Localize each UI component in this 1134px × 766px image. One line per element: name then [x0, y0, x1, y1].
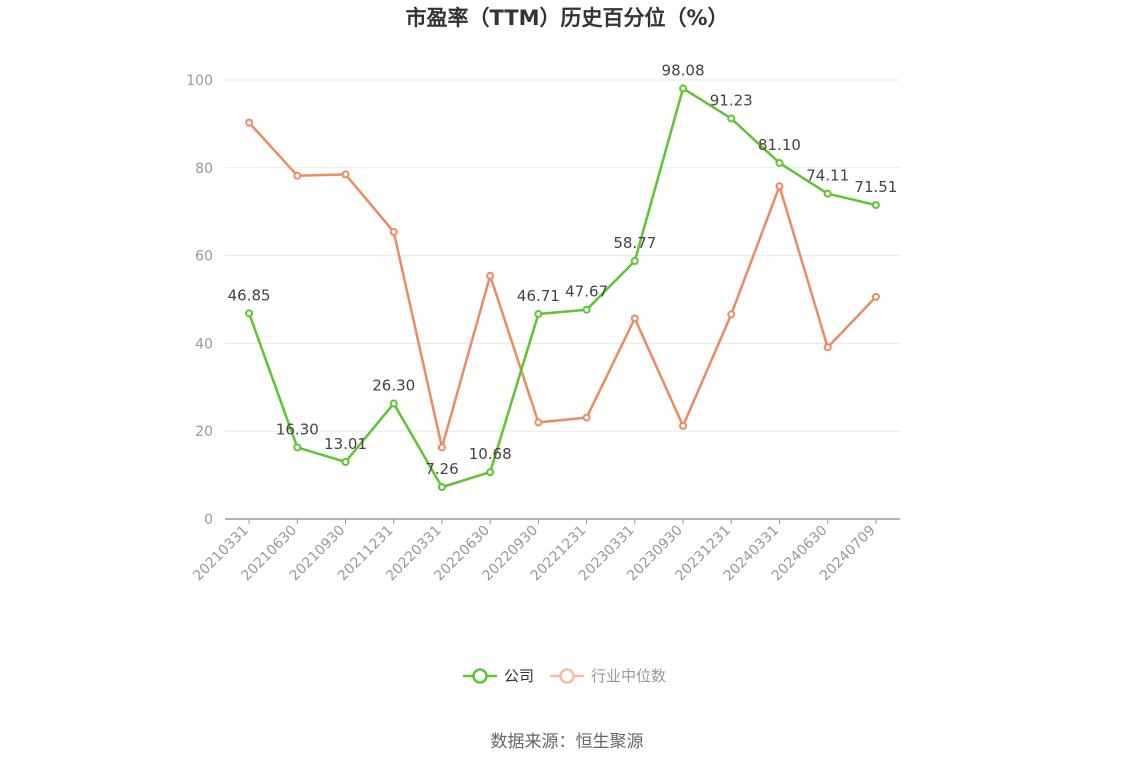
legend-item-1[interactable]: 行业中位数 — [550, 667, 666, 685]
legend-marker — [559, 668, 575, 684]
data-label: 10.68 — [469, 445, 512, 463]
series-group — [245, 84, 880, 492]
data-label: 46.71 — [517, 287, 560, 305]
data-point[interactable] — [679, 421, 688, 430]
data-label: 13.01 — [324, 435, 367, 453]
data-point[interactable] — [341, 170, 350, 179]
data-point[interactable] — [630, 314, 639, 323]
data-label: 71.51 — [854, 178, 897, 196]
data-point[interactable] — [823, 189, 832, 198]
legend-item-0[interactable]: 公司 — [463, 667, 534, 685]
data-label: 58.77 — [613, 234, 656, 252]
data-point[interactable] — [293, 171, 302, 180]
x-axis: 2021033120210630202109302021123120220331… — [190, 518, 900, 584]
data-point[interactable] — [534, 309, 543, 318]
data-point[interactable] — [582, 413, 591, 422]
y-axis-ticks: 0 20 40 60 80 100 — [186, 73, 213, 528]
y-tick-label: 20 — [195, 424, 213, 440]
y-tick-label: 0 — [204, 512, 213, 528]
data-point[interactable] — [679, 84, 688, 93]
legend[interactable]: 公司 行业中位数 — [463, 667, 666, 685]
data-label: 7.26 — [425, 460, 458, 478]
data-point[interactable] — [389, 227, 398, 236]
data-point[interactable] — [293, 443, 302, 452]
data-point[interactable] — [437, 443, 446, 452]
data-point[interactable] — [775, 158, 784, 167]
grid-lines — [225, 79, 900, 432]
data-label: 74.11 — [806, 167, 849, 185]
y-tick-label: 100 — [186, 73, 213, 89]
y-tick-label: 40 — [195, 336, 213, 352]
data-point[interactable] — [871, 201, 880, 210]
y-tick-label: 60 — [195, 249, 213, 265]
data-point[interactable] — [534, 418, 543, 427]
chart-title: 市盈率（TTM）历史百分位（%） — [405, 6, 728, 30]
source-note: 数据来源：恒生聚源 — [491, 732, 644, 752]
data-point[interactable] — [630, 256, 639, 265]
data-point[interactable] — [245, 118, 254, 127]
data-label: 47.67 — [565, 283, 608, 301]
data-point[interactable] — [775, 182, 784, 191]
series-line-1 — [248, 121, 877, 449]
data-point[interactable] — [727, 310, 736, 319]
data-point[interactable] — [486, 468, 495, 477]
data-point[interactable] — [871, 292, 880, 301]
data-point[interactable] — [823, 343, 832, 352]
data-point[interactable] — [341, 457, 350, 466]
legend-marker — [472, 668, 488, 684]
data-label: 16.30 — [276, 420, 319, 438]
data-label: 98.08 — [662, 61, 705, 79]
y-tick-label: 80 — [195, 161, 213, 177]
data-point[interactable] — [389, 399, 398, 408]
legend-label: 公司 — [504, 667, 534, 685]
data-label: 91.23 — [710, 92, 753, 110]
data-point[interactable] — [437, 483, 446, 492]
series-line-0 — [247, 87, 877, 489]
data-point[interactable] — [582, 305, 591, 314]
data-point[interactable] — [245, 309, 254, 318]
data-label: 81.10 — [758, 136, 801, 154]
legend-label: 行业中位数 — [591, 667, 666, 685]
data-label: 26.30 — [372, 377, 415, 395]
data-labels: 46.85 16.30 13.01 26.30 7.26 10.68 46.71 47.67 5… — [228, 61, 898, 478]
data-point[interactable] — [727, 114, 736, 123]
data-label: 46.85 — [228, 286, 271, 304]
data-point[interactable] — [486, 271, 495, 280]
